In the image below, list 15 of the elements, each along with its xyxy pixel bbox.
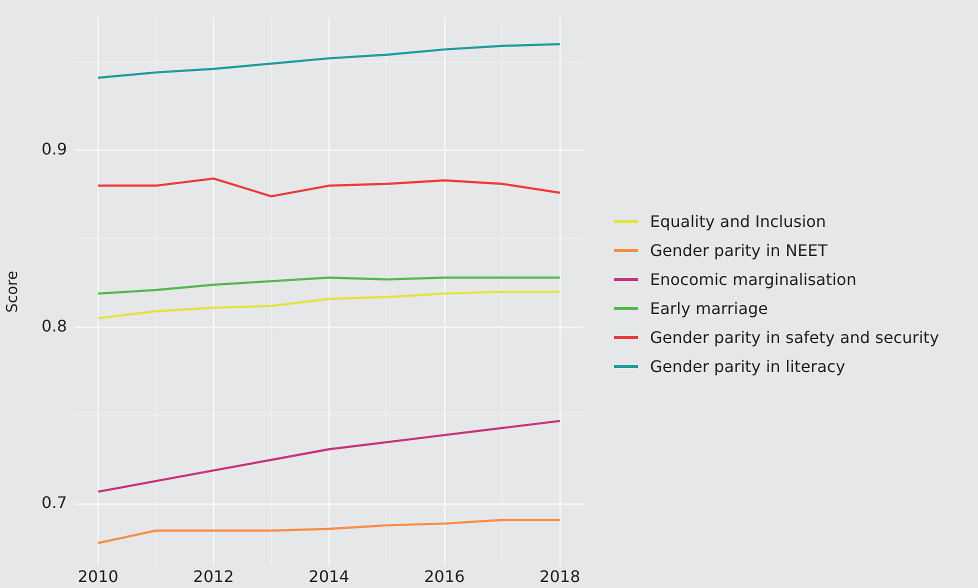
x-tick-label: 2012: [193, 566, 234, 586]
legend-label: Gender parity in NEET: [650, 241, 828, 260]
x-tick-label: 2014: [308, 566, 350, 586]
legend-label: Gender parity in literacy: [650, 357, 846, 376]
legend-label: Early marriage: [650, 299, 768, 318]
legend-label: Equality and Inclusion: [650, 212, 826, 231]
x-tick-label: 2010: [78, 566, 118, 586]
y-tick-label: 0.7: [42, 493, 67, 512]
legend-label: Gender parity in safety and security: [650, 328, 940, 347]
x-tick-label: 2016: [424, 566, 465, 586]
y-tick-label: 0.9: [42, 139, 67, 158]
x-tick-label: 2018: [540, 566, 580, 586]
y-axis-title: Score: [2, 270, 21, 313]
y-tick-label: 0.8: [42, 316, 67, 336]
legend-label: Enocomic marginalisation: [650, 270, 856, 289]
